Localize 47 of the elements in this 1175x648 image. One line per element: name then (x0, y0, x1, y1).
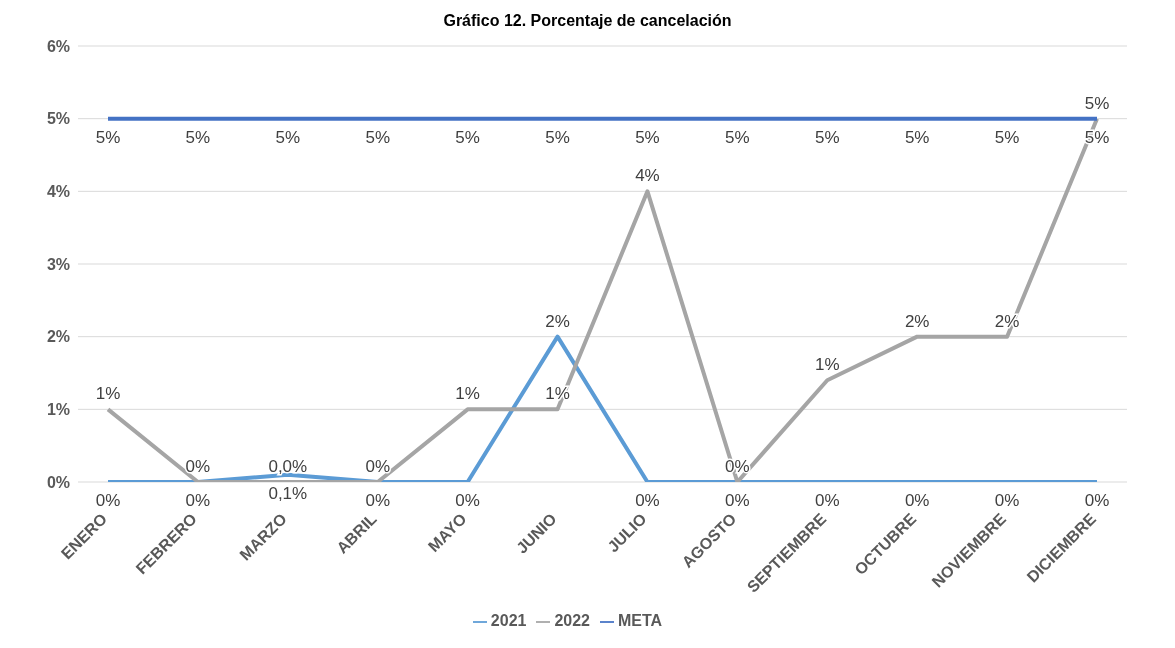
data-label: 0% (725, 457, 750, 476)
data-label: 0% (725, 491, 750, 510)
data-label: 0,0% (268, 457, 308, 476)
y-tick-label: 2% (46, 328, 70, 346)
data-label: 2% (545, 311, 570, 331)
data-label: 5% (455, 127, 480, 147)
data-label: 5% (185, 127, 211, 147)
data-label: 0% (95, 491, 121, 510)
data-label: 5% (365, 127, 391, 147)
data-label: 5% (545, 127, 570, 147)
y-tick-label: 1% (46, 401, 70, 419)
data-label: 0% (185, 457, 211, 476)
data-label: 0% (994, 491, 1020, 510)
data-label: 5% (814, 127, 840, 147)
data-label: 0% (814, 491, 840, 510)
data-label: 5% (904, 127, 930, 147)
data-label: 4% (635, 166, 660, 186)
data-label: 0% (455, 491, 480, 510)
data-label: 2% (904, 311, 930, 331)
data-label: 2% (994, 311, 1020, 331)
data-label: 5% (725, 127, 750, 147)
data-label: 5% (275, 127, 301, 147)
data-label: 5% (95, 127, 121, 147)
data-label: 0% (904, 491, 930, 510)
data-label: 5% (635, 127, 660, 147)
data-label: 0% (365, 491, 391, 510)
data-label: 0% (185, 491, 211, 510)
data-label: 0% (365, 457, 391, 476)
legend-label: 2021 (490, 612, 527, 629)
y-tick-label: 3% (46, 255, 70, 273)
data-label: 1% (455, 384, 480, 404)
legend-label: 2022 (554, 612, 591, 629)
data-label: 0% (635, 491, 660, 510)
y-tick-label: 4% (46, 183, 70, 201)
y-tick-label: 6% (46, 37, 70, 55)
y-tick-label: 0% (46, 473, 70, 491)
data-label: 1% (95, 384, 121, 404)
data-label: 1% (814, 355, 840, 375)
data-label: 1% (545, 384, 570, 404)
data-label: 5% (994, 127, 1020, 147)
data-label: 5% (1084, 93, 1110, 113)
y-tick-label: 5% (46, 110, 70, 128)
data-label: 5% (1084, 127, 1110, 147)
legend-label: META (618, 612, 663, 629)
data-label: 0,1% (268, 483, 308, 503)
data-label: 0% (1084, 491, 1110, 510)
chart-title: Gráfico 12. Porcentaje de cancelación (442, 11, 733, 31)
